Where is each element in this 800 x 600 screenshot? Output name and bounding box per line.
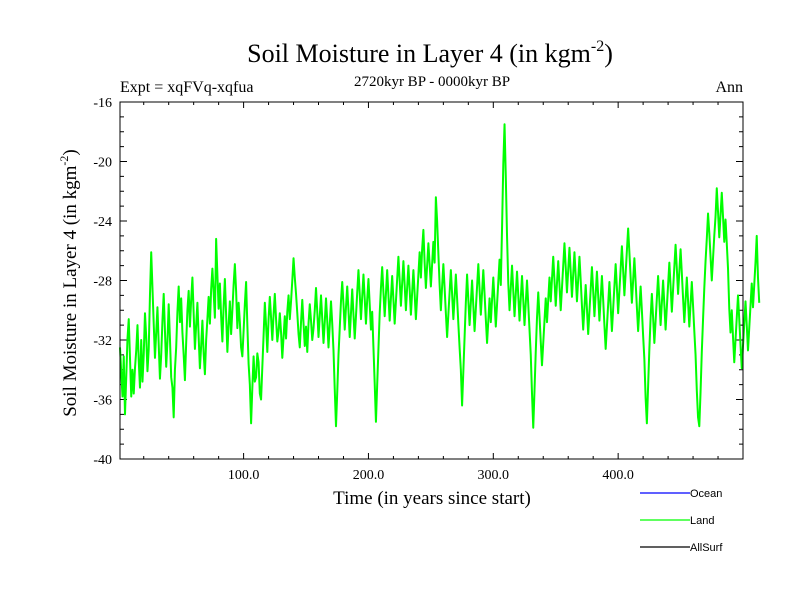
y-tick-label: -20 [93, 156, 112, 171]
experiment-label: Expt = xqFVq-xqfua [120, 79, 253, 96]
x-tick-label: 100.0 [228, 468, 260, 483]
legend-label-land: Land [690, 515, 714, 527]
chart-subtitle: 2720kyr BP - 0000kyr BP [354, 74, 510, 90]
legend-label-allsurf: AllSurf [690, 542, 723, 554]
y-tick-label: -24 [93, 215, 112, 230]
x-tick-label: 200.0 [353, 468, 385, 483]
plot-frame [119, 101, 744, 460]
chart-title: Soil Moisture in Layer 4 (in kgm-2) [247, 38, 613, 68]
axis-tick-labels: 100.0 200.0 300.0 400.0 -16 -20 -24 -28 -32 -36 -4… [93, 96, 634, 483]
season-label: Ann [715, 79, 743, 96]
y-tick-label: -40 [93, 453, 112, 468]
y-tick-label: -32 [93, 334, 112, 349]
x-axis-label: Time (in years since start) [333, 488, 531, 509]
x-tick-label: 400.0 [602, 468, 634, 483]
legend: Ocean Land AllSurf [640, 488, 723, 554]
y-tick-label: -36 [93, 394, 112, 409]
x-tick-label: 300.0 [478, 468, 510, 483]
series-line-land [119, 123, 761, 429]
y-tick-label: -28 [93, 275, 112, 290]
legend-label-ocean: Ocean [690, 488, 722, 500]
y-axis-label: Soil Moisture in Layer 4 (in kgm-2) [57, 149, 81, 417]
y-tick-label: -16 [93, 96, 112, 111]
series-group [119, 123, 761, 429]
